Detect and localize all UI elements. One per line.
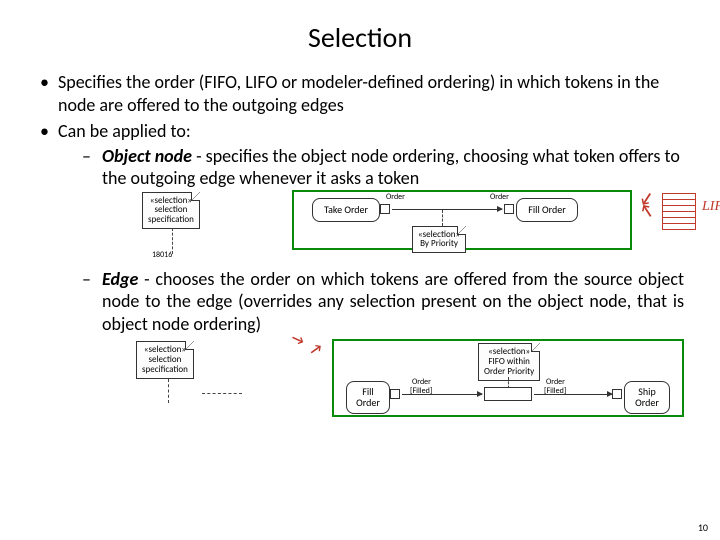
- sub-bullet-object-node: Object node - specifies the object node …: [58, 145, 684, 266]
- uml-note-mid-2: «selection» FIFO within Order Priority: [478, 343, 540, 381]
- activity-fill-order: Fill Order: [516, 198, 578, 223]
- uml-note-mid-1: «selection» By Priority: [412, 226, 466, 254]
- pin-out-2: [390, 389, 400, 399]
- note-mid-l2: By Priority: [418, 239, 460, 249]
- note-footer: 18016: [152, 250, 172, 260]
- page-number: 10: [698, 521, 708, 534]
- red-scribble-b: ↗: [309, 340, 324, 359]
- lifo-stack-icon: [662, 194, 696, 230]
- sub-bullet-edge: Edge - chooses the order on which tokens…: [58, 268, 684, 428]
- object-node-mid: [484, 387, 532, 401]
- red-scribble-a: ↘: [289, 330, 306, 350]
- pin-label-1: Order: [386, 192, 405, 202]
- uml-note-left-1: «selection» selection specification: [142, 192, 200, 230]
- diagram-edge: «selection» selection specification ↘ ↗: [142, 337, 684, 427]
- arrow-1: [392, 209, 502, 210]
- arrow-2a: [402, 394, 482, 395]
- sub2-lead: Edge: [102, 268, 138, 290]
- note2-l3: specification: [142, 365, 188, 375]
- uml-note-left-2: «selection» selection specification: [136, 341, 194, 379]
- pin-label-2: Order: [490, 192, 509, 202]
- bullet-2: Can be applied to: Object node - specifi…: [36, 120, 684, 427]
- red-arrow-2: ↖: [638, 200, 655, 222]
- lifo-label: LIFO: [702, 198, 720, 216]
- pin-in-1: [504, 204, 514, 214]
- bullet-1: Specifies the order (FIFO, LIFO or model…: [36, 71, 684, 116]
- dash-left-2: [202, 393, 242, 394]
- sub1-lead: Object node: [102, 145, 192, 167]
- activity-take-order: Take Order: [312, 198, 380, 223]
- diagram-object-node: «selection» selection specification 1801…: [142, 192, 684, 266]
- sub2-rest: - chooses the order on which tokens are …: [102, 268, 684, 335]
- dash-mid-1: [442, 210, 443, 226]
- pin-out-1: [380, 204, 390, 214]
- activity-fill-order-2: Fill Order: [346, 381, 390, 414]
- slide-title: Selection: [36, 20, 684, 55]
- dash-left-2b: [168, 379, 169, 403]
- bullet-2-text: Can be applied to:: [58, 120, 191, 142]
- pin-in-2: [612, 389, 622, 399]
- note2-mid-l3: Order Priority: [484, 367, 534, 377]
- arrow-2b: [534, 394, 612, 395]
- activity-ship-order: Ship Order: [624, 381, 670, 414]
- note-l3: specification: [148, 215, 194, 225]
